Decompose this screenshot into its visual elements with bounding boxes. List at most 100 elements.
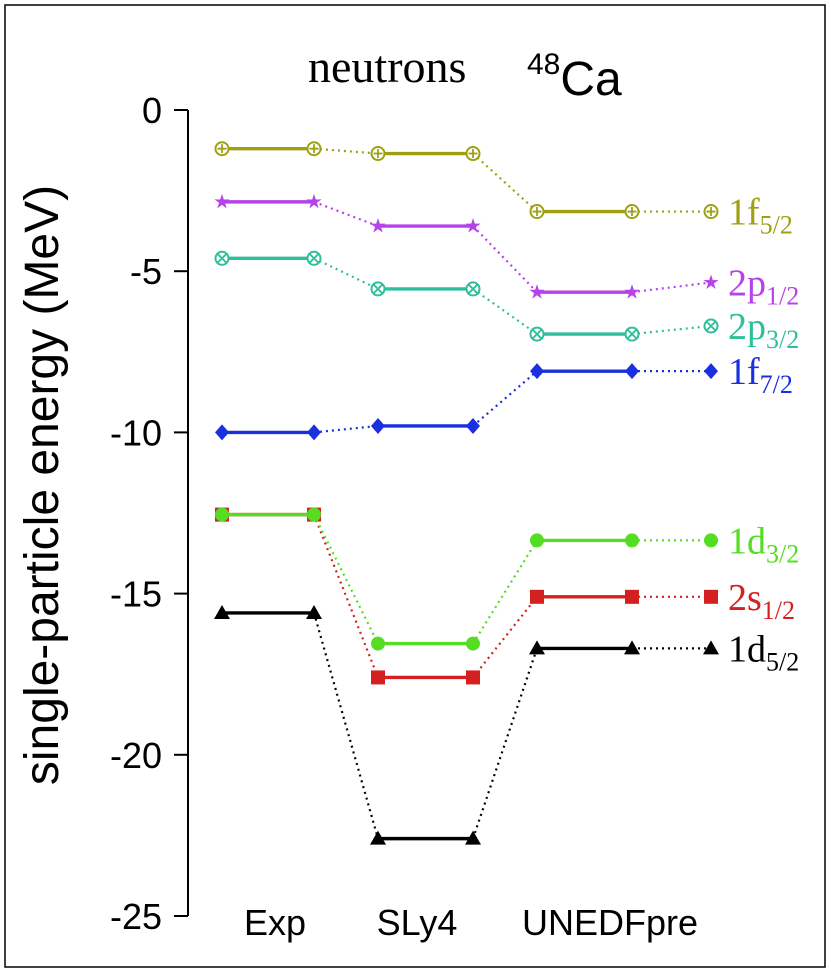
level-connector [313,424,379,434]
level-label-sub: 5/2 [766,647,799,676]
circle-x-marker [703,318,719,334]
y-tick-label: -25 [110,896,162,937]
circle-x-marker [624,326,640,342]
square-marker [625,589,639,604]
level-label-main: 1d [728,520,766,562]
level-label-sub: 3/2 [766,325,799,354]
circle-plus-marker [529,204,545,220]
marker-cross [308,253,320,264]
star-marker [703,274,719,289]
level-connector [313,147,379,155]
x-category-labels: Exp SLy4 UNEDFpre [244,902,698,943]
circle-marker [215,507,229,522]
square-marker [466,670,480,685]
star-marker [529,284,545,299]
square-marker [530,589,544,604]
marker-cross [216,253,228,264]
level-label-main: 2s [728,577,762,619]
y-tick-label: -20 [110,735,162,776]
y-axis: 0 -5 -10 -15 -20 -25 [110,90,189,937]
chart-title: neutrons [308,41,466,92]
marker-plus [706,207,716,217]
level-connector [313,200,379,228]
marker-cross [626,328,638,340]
series-1f5-2 [214,141,719,220]
chart-title-nucleus: 48Ca [527,48,622,106]
marker-plus [627,207,637,217]
series-2s1-2 [215,507,718,685]
level-connector [472,596,538,679]
circle-x-marker [370,281,386,297]
level-connector [472,152,538,213]
marker-cross [372,283,384,295]
level-label: 2s1/2 [728,577,795,625]
y-tick-label: -10 [110,412,162,453]
marker-plus [532,207,542,217]
series-1f7-2 [215,363,718,441]
series-2p3-2 [214,250,719,342]
diamond-marker [704,363,718,380]
circle-x-marker [306,250,322,266]
diamond-marker [466,417,480,434]
series-1d5-2 [214,604,719,845]
diamond-marker [307,424,321,441]
level-connector [313,514,379,645]
marker-plus [217,144,227,154]
level-label-main: 2p [728,306,766,348]
y-axis-label: single-particle energy (MeV) [16,185,69,785]
level-label: 1f7/2 [728,351,793,399]
level-label-sub: 7/2 [760,370,793,399]
level-connector [312,612,380,839]
triangle-marker [624,640,640,655]
circle-x-marker [214,250,230,266]
level-connector [472,288,538,335]
chart-border [4,4,826,968]
circle-plus-marker [214,141,230,157]
level-connector [312,514,380,678]
star-marker [624,284,640,299]
nucleus-mass: 48 [527,48,560,81]
level-label-main: 2p [728,262,766,304]
marker-cross [705,320,717,332]
triangle-marker [529,640,545,655]
level-label-sub: 3/2 [766,539,799,568]
square-marker [371,670,385,685]
circle-plus-marker [306,141,322,157]
circle-plus-marker [624,204,640,220]
star-marker [465,218,481,233]
level-label: 2p3/2 [728,306,799,354]
series-2p1-2 [214,193,719,299]
level-label: 1f5/2 [728,192,793,240]
triangle-marker [703,640,719,655]
y-tick-label: 0 [142,90,162,131]
level-connector [313,257,379,290]
level-connector-end [631,281,712,294]
diamond-marker [625,363,639,380]
level-label: 1d5/2 [728,628,799,676]
triangle-marker [465,830,481,845]
diamond-marker [215,424,229,441]
level-connector-end [631,324,712,336]
star-marker [306,193,322,209]
diamond-marker [530,363,544,380]
level-label-main: 1d [728,628,766,670]
level-connector [471,648,539,839]
series-group [214,141,719,845]
square-marker [704,589,718,604]
y-tick-label: -5 [130,251,162,292]
level-label: 1d3/2 [728,520,799,568]
star-marker [214,193,230,209]
x-category-label: UNEDFpre [522,902,698,943]
level-connector [472,370,538,427]
level-connector [472,539,538,645]
x-category-label: SLy4 [377,902,458,943]
marker-plus [373,149,383,159]
marker-plus [309,144,319,154]
level-label-main: 1f [728,351,760,393]
circle-marker [307,507,321,522]
y-tick-label: -15 [110,574,162,615]
triangle-marker [306,604,322,619]
circle-marker [530,533,544,548]
